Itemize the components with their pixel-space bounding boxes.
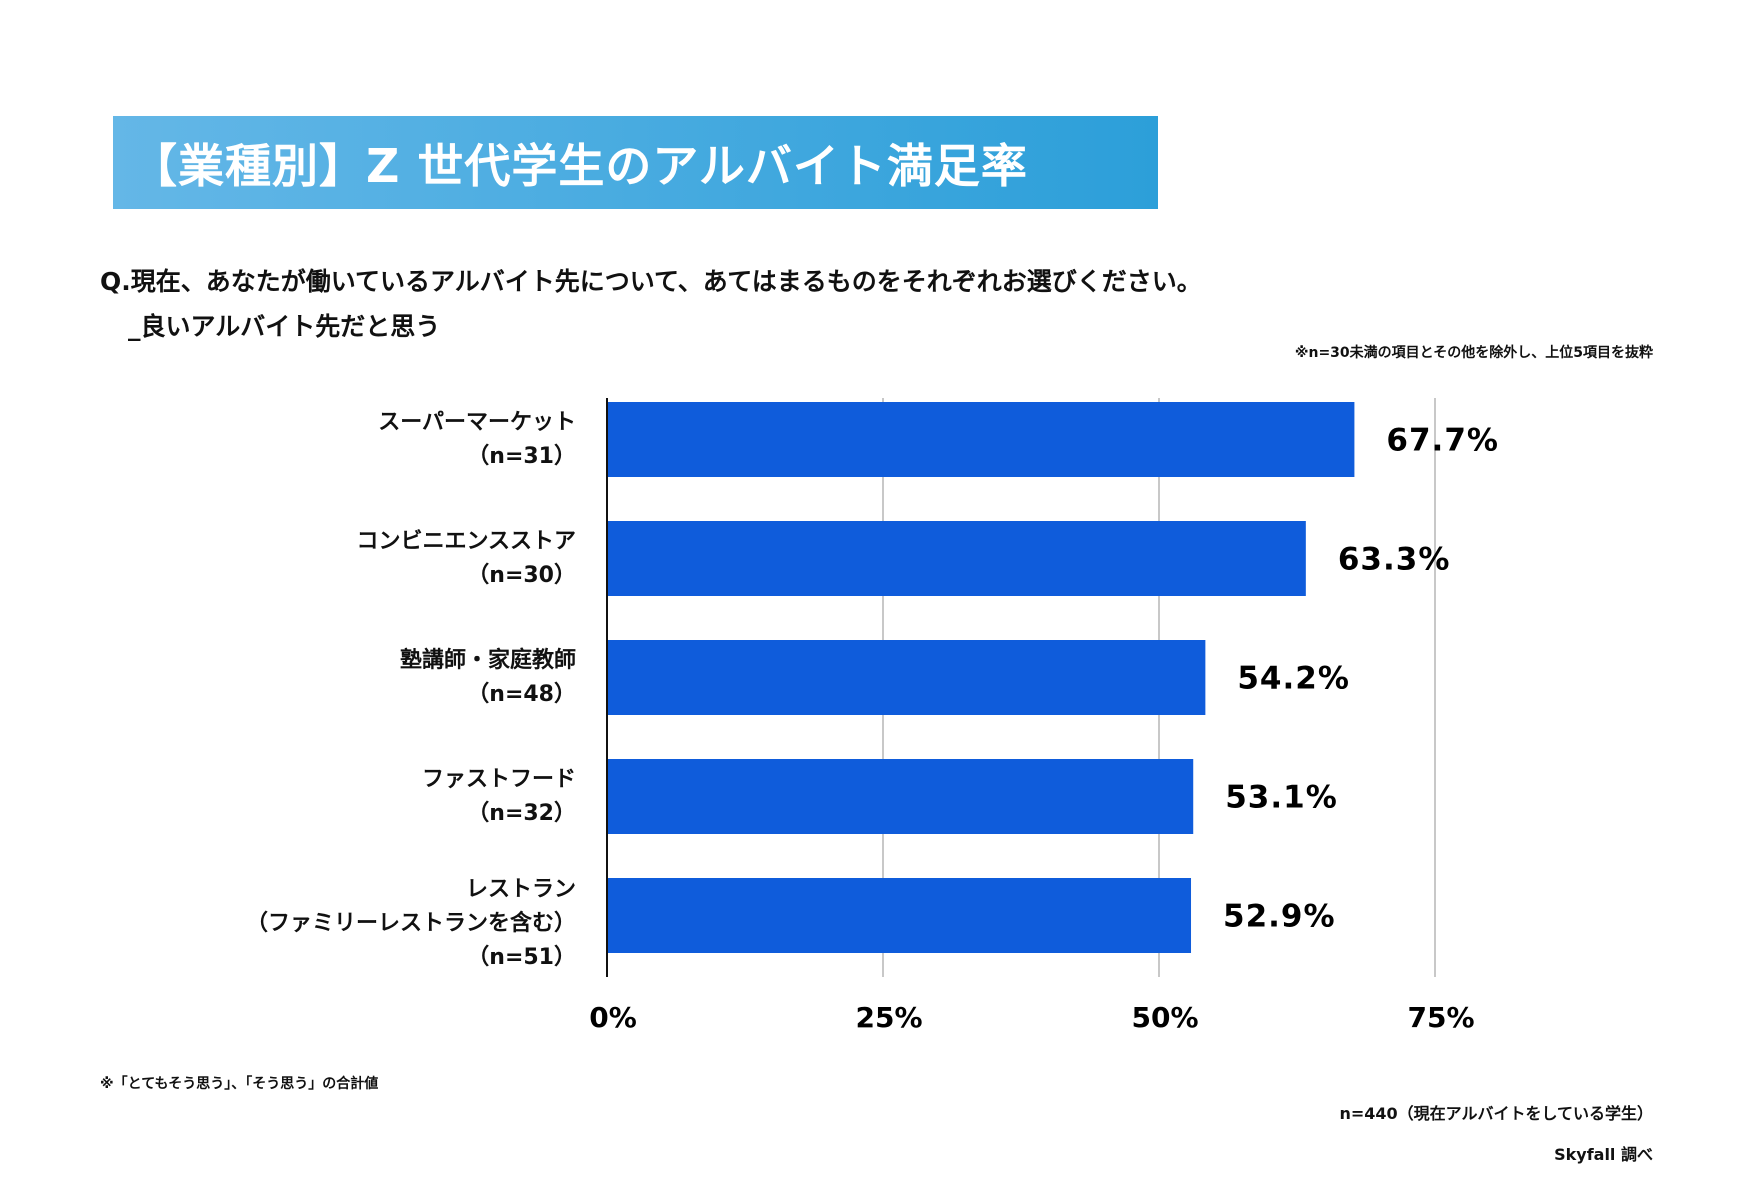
source: Skyfall 調べ [1554,1145,1653,1164]
category-label-line: （n=48） [467,681,576,707]
chart-title: 【業種別】Z 世代学生のアルバイト満足率 [131,138,1028,193]
category-label-line: コンビニエンスストア [356,528,576,554]
category-label: レストラン （ファミリーレストランを含む） （n=51） [246,873,576,975]
category-label-line: （ファミリーレストランを含む） [245,910,576,936]
category-label: スーパーマーケット （n=31） [378,406,576,474]
tick-label: 75% [1407,1001,1474,1034]
question-line1: Q.現在、あなたが働いているアルバイト先について、あてはまるものをそれぞれお選び… [100,267,1202,296]
bar [607,759,1194,834]
note-top: ※n=30未満の項目とその他を除外し、上位5項目を抜粋 [1294,345,1653,361]
category-label-line: ファストフード [421,766,576,792]
question-line2: _良いアルバイト先だと思う [128,312,441,341]
category-label: ファストフード （n=32） [422,763,576,831]
category-label-line: （n=51） [467,944,576,970]
category-label-line: 塾講師・家庭教師 [399,647,576,673]
category-label-line: （n=32） [467,800,576,826]
category-label: 塾講師・家庭教師 （n=48） [400,644,576,712]
tick-label: 50% [1131,1001,1198,1034]
category-label: コンビニエンスストア （n=30） [356,525,576,593]
tick-label: 0% [589,1001,637,1034]
bar [607,402,1355,477]
bar [607,640,1206,715]
data-label: 63.3% [1338,542,1451,578]
category-label-line: （n=31） [467,443,576,469]
category-label-line: レストラン [465,876,576,902]
category-label-line: スーパーマーケット [378,409,576,435]
footnote: ※「とてもそう思う」、「そう思う」の合計値 [100,1076,379,1092]
title-banner: 【業種別】Z 世代学生のアルバイト満足率 [113,116,1158,209]
data-label: 67.7% [1386,423,1499,459]
data-label: 53.1% [1225,780,1338,816]
sample-size: n=440（現在アルバイトをしている学生） [1339,1104,1653,1123]
bar [607,521,1306,596]
category-label-line: （n=30） [467,562,576,588]
data-label: 52.9% [1223,899,1336,935]
tick-label: 25% [855,1001,922,1034]
bar [607,878,1192,953]
data-label: 54.2% [1237,661,1350,697]
